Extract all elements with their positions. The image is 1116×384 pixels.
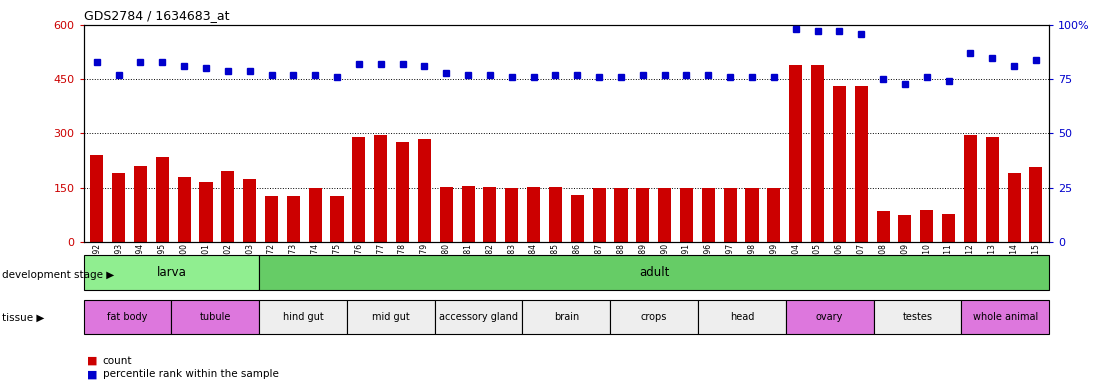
Bar	[985, 137, 999, 242]
Bar	[264, 195, 278, 242]
Text: larva: larva	[156, 266, 186, 279]
Text: fat body: fat body	[107, 312, 147, 322]
Bar	[786, 300, 874, 334]
Bar	[221, 171, 234, 242]
Bar	[570, 195, 584, 242]
Text: development stage ▶: development stage ▶	[2, 270, 115, 280]
Bar	[964, 135, 976, 242]
Text: tubule: tubule	[200, 312, 231, 322]
Bar	[549, 187, 562, 242]
Bar	[172, 300, 259, 334]
Text: ovary: ovary	[816, 312, 844, 322]
Bar	[698, 300, 786, 334]
Bar	[84, 255, 259, 290]
Bar	[874, 300, 961, 334]
Bar	[84, 300, 172, 334]
Bar	[259, 255, 1049, 290]
Bar	[921, 210, 933, 242]
Bar	[527, 187, 540, 242]
Bar	[134, 166, 147, 242]
Bar	[855, 86, 868, 242]
Text: testes: testes	[903, 312, 932, 322]
Bar	[435, 300, 522, 334]
Bar	[330, 195, 344, 242]
Text: GDS2784 / 1634683_at: GDS2784 / 1634683_at	[84, 9, 229, 22]
Text: count: count	[103, 356, 132, 366]
Text: tissue ▶: tissue ▶	[2, 313, 45, 323]
Bar	[396, 142, 410, 242]
Bar	[243, 179, 257, 242]
Bar	[177, 177, 191, 242]
Bar	[374, 135, 387, 242]
Bar	[702, 189, 715, 242]
Bar	[961, 300, 1049, 334]
Bar	[506, 188, 518, 242]
Bar	[1008, 173, 1021, 242]
Bar	[156, 157, 169, 242]
Bar	[259, 300, 347, 334]
Bar	[417, 139, 431, 242]
Bar	[833, 86, 846, 242]
Bar	[287, 195, 300, 242]
Bar	[522, 300, 610, 334]
Text: whole animal: whole animal	[972, 312, 1038, 322]
Bar	[593, 188, 606, 242]
Bar	[876, 211, 889, 242]
Bar	[811, 65, 824, 242]
Text: head: head	[730, 312, 754, 322]
Bar	[347, 300, 435, 334]
Bar	[680, 189, 693, 242]
Bar	[658, 189, 671, 242]
Text: hind gut: hind gut	[282, 312, 324, 322]
Bar	[615, 188, 627, 242]
Bar	[1029, 167, 1042, 242]
Bar	[112, 173, 125, 242]
Bar	[942, 214, 955, 242]
Bar	[462, 186, 474, 242]
Bar	[309, 189, 321, 242]
Bar	[483, 187, 497, 242]
Bar	[440, 187, 453, 242]
Bar	[200, 182, 212, 242]
Bar	[636, 189, 650, 242]
Bar	[898, 215, 912, 242]
Bar	[745, 189, 759, 242]
Bar	[768, 189, 780, 242]
Text: accessory gland: accessory gland	[439, 312, 518, 322]
Bar	[610, 300, 698, 334]
Text: ■: ■	[87, 369, 97, 379]
Text: crops: crops	[641, 312, 667, 322]
Text: ■: ■	[87, 356, 97, 366]
Bar	[90, 155, 104, 242]
Text: brain: brain	[554, 312, 579, 322]
Bar	[353, 137, 365, 242]
Text: mid gut: mid gut	[372, 312, 410, 322]
Text: adult: adult	[639, 266, 670, 279]
Bar	[723, 189, 737, 242]
Text: percentile rank within the sample: percentile rank within the sample	[103, 369, 279, 379]
Bar	[789, 65, 802, 242]
